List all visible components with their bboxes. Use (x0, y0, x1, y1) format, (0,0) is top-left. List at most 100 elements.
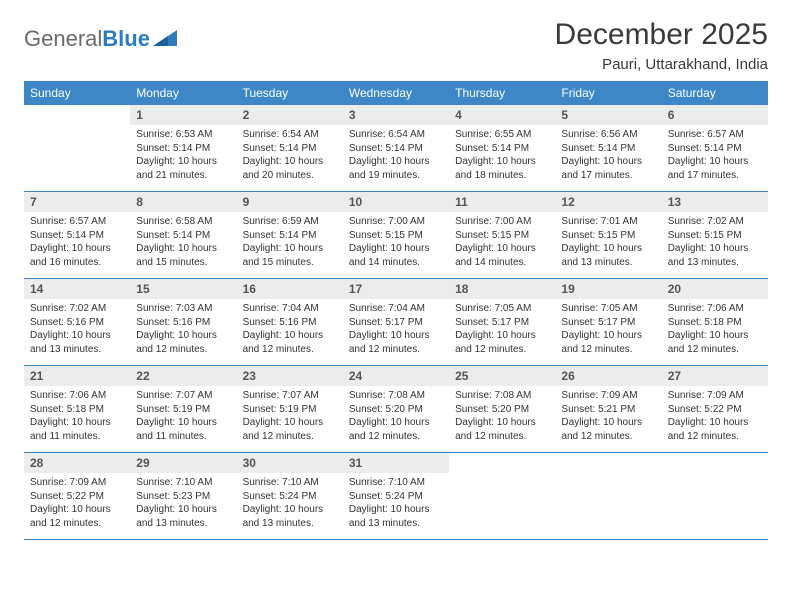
calendar-day-cell: 1Sunrise: 6:53 AMSunset: 5:14 PMDaylight… (130, 105, 236, 192)
day-details: Sunrise: 7:00 AMSunset: 5:15 PMDaylight:… (343, 212, 449, 273)
day-number: 10 (343, 192, 449, 212)
sunset-text: Sunset: 5:16 PM (136, 316, 230, 330)
day-number: 1 (130, 105, 236, 125)
day-number: 12 (555, 192, 661, 212)
sunset-text: Sunset: 5:24 PM (243, 490, 337, 504)
calendar-day-cell: 18Sunrise: 7:05 AMSunset: 5:17 PMDayligh… (449, 279, 555, 366)
sunrise-text: Sunrise: 7:00 AM (455, 215, 549, 229)
day-number: 5 (555, 105, 661, 125)
day-number: 6 (662, 105, 768, 125)
calendar-week-row: 21Sunrise: 7:06 AMSunset: 5:18 PMDayligh… (24, 366, 768, 453)
sunset-text: Sunset: 5:19 PM (243, 403, 337, 417)
weekday-header-cell: Sunday (24, 81, 130, 105)
daylight-text: Daylight: 10 hours and 13 minutes. (561, 242, 655, 269)
day-details: Sunrise: 6:55 AMSunset: 5:14 PMDaylight:… (449, 125, 555, 186)
sunset-text: Sunset: 5:16 PM (243, 316, 337, 330)
sunrise-text: Sunrise: 7:05 AM (561, 302, 655, 316)
day-number: 21 (24, 366, 130, 386)
sunrise-text: Sunrise: 6:59 AM (243, 215, 337, 229)
day-number: 27 (662, 366, 768, 386)
top-bar: GeneralBlue December 2025 Pauri, Uttarak… (24, 18, 768, 81)
calendar-day-cell: .. (449, 453, 555, 540)
calendar-day-cell: .. (662, 453, 768, 540)
sunrise-text: Sunrise: 7:06 AM (668, 302, 762, 316)
calendar-week-row: 7Sunrise: 6:57 AMSunset: 5:14 PMDaylight… (24, 192, 768, 279)
calendar-day-cell: .. (555, 453, 661, 540)
day-number: 17 (343, 279, 449, 299)
day-details: Sunrise: 7:02 AMSunset: 5:16 PMDaylight:… (24, 299, 130, 360)
daylight-text: Daylight: 10 hours and 17 minutes. (561, 155, 655, 182)
daylight-text: Daylight: 10 hours and 14 minutes. (349, 242, 443, 269)
daylight-text: Daylight: 10 hours and 18 minutes. (455, 155, 549, 182)
calendar-day-cell: 25Sunrise: 7:08 AMSunset: 5:20 PMDayligh… (449, 366, 555, 453)
calendar-day-cell: 7Sunrise: 6:57 AMSunset: 5:14 PMDaylight… (24, 192, 130, 279)
sunset-text: Sunset: 5:23 PM (136, 490, 230, 504)
sunrise-text: Sunrise: 7:09 AM (668, 389, 762, 403)
location-text: Pauri, Uttarakhand, India (555, 56, 768, 73)
sunrise-text: Sunrise: 7:00 AM (349, 215, 443, 229)
day-details: Sunrise: 7:00 AMSunset: 5:15 PMDaylight:… (449, 212, 555, 273)
daylight-text: Daylight: 10 hours and 12 minutes. (349, 329, 443, 356)
day-details: Sunrise: 7:06 AMSunset: 5:18 PMDaylight:… (662, 299, 768, 360)
day-number: 20 (662, 279, 768, 299)
calendar-day-cell: 17Sunrise: 7:04 AMSunset: 5:17 PMDayligh… (343, 279, 449, 366)
day-number: 14 (24, 279, 130, 299)
day-number: 25 (449, 366, 555, 386)
daylight-text: Daylight: 10 hours and 15 minutes. (243, 242, 337, 269)
day-details: Sunrise: 7:09 AMSunset: 5:22 PMDaylight:… (662, 386, 768, 447)
sunrise-text: Sunrise: 7:10 AM (243, 476, 337, 490)
sunrise-text: Sunrise: 7:02 AM (30, 302, 124, 316)
sunrise-text: Sunrise: 7:08 AM (455, 389, 549, 403)
day-details: Sunrise: 7:08 AMSunset: 5:20 PMDaylight:… (449, 386, 555, 447)
calendar-week-row: ..1Sunrise: 6:53 AMSunset: 5:14 PMDaylig… (24, 105, 768, 192)
day-number: 9 (237, 192, 343, 212)
daylight-text: Daylight: 10 hours and 11 minutes. (136, 416, 230, 443)
sunset-text: Sunset: 5:20 PM (349, 403, 443, 417)
day-details: Sunrise: 7:10 AMSunset: 5:24 PMDaylight:… (237, 473, 343, 534)
sunrise-text: Sunrise: 7:09 AM (30, 476, 124, 490)
calendar-table: SundayMondayTuesdayWednesdayThursdayFrid… (24, 81, 768, 540)
sunset-text: Sunset: 5:14 PM (243, 142, 337, 156)
daylight-text: Daylight: 10 hours and 13 minutes. (349, 503, 443, 530)
calendar-day-cell: 6Sunrise: 6:57 AMSunset: 5:14 PMDaylight… (662, 105, 768, 192)
day-number: 8 (130, 192, 236, 212)
sunrise-text: Sunrise: 6:53 AM (136, 128, 230, 142)
day-details: Sunrise: 7:10 AMSunset: 5:24 PMDaylight:… (343, 473, 449, 534)
brand-logo: GeneralBlue (24, 18, 178, 52)
calendar-day-cell: 3Sunrise: 6:54 AMSunset: 5:14 PMDaylight… (343, 105, 449, 192)
day-details: Sunrise: 7:03 AMSunset: 5:16 PMDaylight:… (130, 299, 236, 360)
brand-triangle-icon (152, 29, 178, 49)
calendar-day-cell: 10Sunrise: 7:00 AMSunset: 5:15 PMDayligh… (343, 192, 449, 279)
calendar-week-row: 28Sunrise: 7:09 AMSunset: 5:22 PMDayligh… (24, 453, 768, 540)
sunset-text: Sunset: 5:19 PM (136, 403, 230, 417)
day-number: 30 (237, 453, 343, 473)
day-number: 4 (449, 105, 555, 125)
sunset-text: Sunset: 5:17 PM (561, 316, 655, 330)
day-number: 16 (237, 279, 343, 299)
calendar-day-cell: 5Sunrise: 6:56 AMSunset: 5:14 PMDaylight… (555, 105, 661, 192)
calendar-day-cell: 29Sunrise: 7:10 AMSunset: 5:23 PMDayligh… (130, 453, 236, 540)
sunset-text: Sunset: 5:15 PM (455, 229, 549, 243)
day-number: 13 (662, 192, 768, 212)
weekday-header-cell: Friday (555, 81, 661, 105)
weekday-header-cell: Saturday (662, 81, 768, 105)
day-details: Sunrise: 7:04 AMSunset: 5:16 PMDaylight:… (237, 299, 343, 360)
day-details: Sunrise: 7:07 AMSunset: 5:19 PMDaylight:… (237, 386, 343, 447)
sunset-text: Sunset: 5:14 PM (455, 142, 549, 156)
calendar-day-cell: 24Sunrise: 7:08 AMSunset: 5:20 PMDayligh… (343, 366, 449, 453)
daylight-text: Daylight: 10 hours and 20 minutes. (243, 155, 337, 182)
sunset-text: Sunset: 5:21 PM (561, 403, 655, 417)
sunset-text: Sunset: 5:22 PM (668, 403, 762, 417)
calendar-week-row: 14Sunrise: 7:02 AMSunset: 5:16 PMDayligh… (24, 279, 768, 366)
sunrise-text: Sunrise: 7:04 AM (349, 302, 443, 316)
sunset-text: Sunset: 5:15 PM (668, 229, 762, 243)
daylight-text: Daylight: 10 hours and 17 minutes. (668, 155, 762, 182)
calendar-day-cell: 2Sunrise: 6:54 AMSunset: 5:14 PMDaylight… (237, 105, 343, 192)
sunrise-text: Sunrise: 7:01 AM (561, 215, 655, 229)
daylight-text: Daylight: 10 hours and 12 minutes. (243, 329, 337, 356)
day-details: Sunrise: 6:53 AMSunset: 5:14 PMDaylight:… (130, 125, 236, 186)
daylight-text: Daylight: 10 hours and 21 minutes. (136, 155, 230, 182)
daylight-text: Daylight: 10 hours and 12 minutes. (455, 416, 549, 443)
weekday-header-cell: Wednesday (343, 81, 449, 105)
day-number: 18 (449, 279, 555, 299)
